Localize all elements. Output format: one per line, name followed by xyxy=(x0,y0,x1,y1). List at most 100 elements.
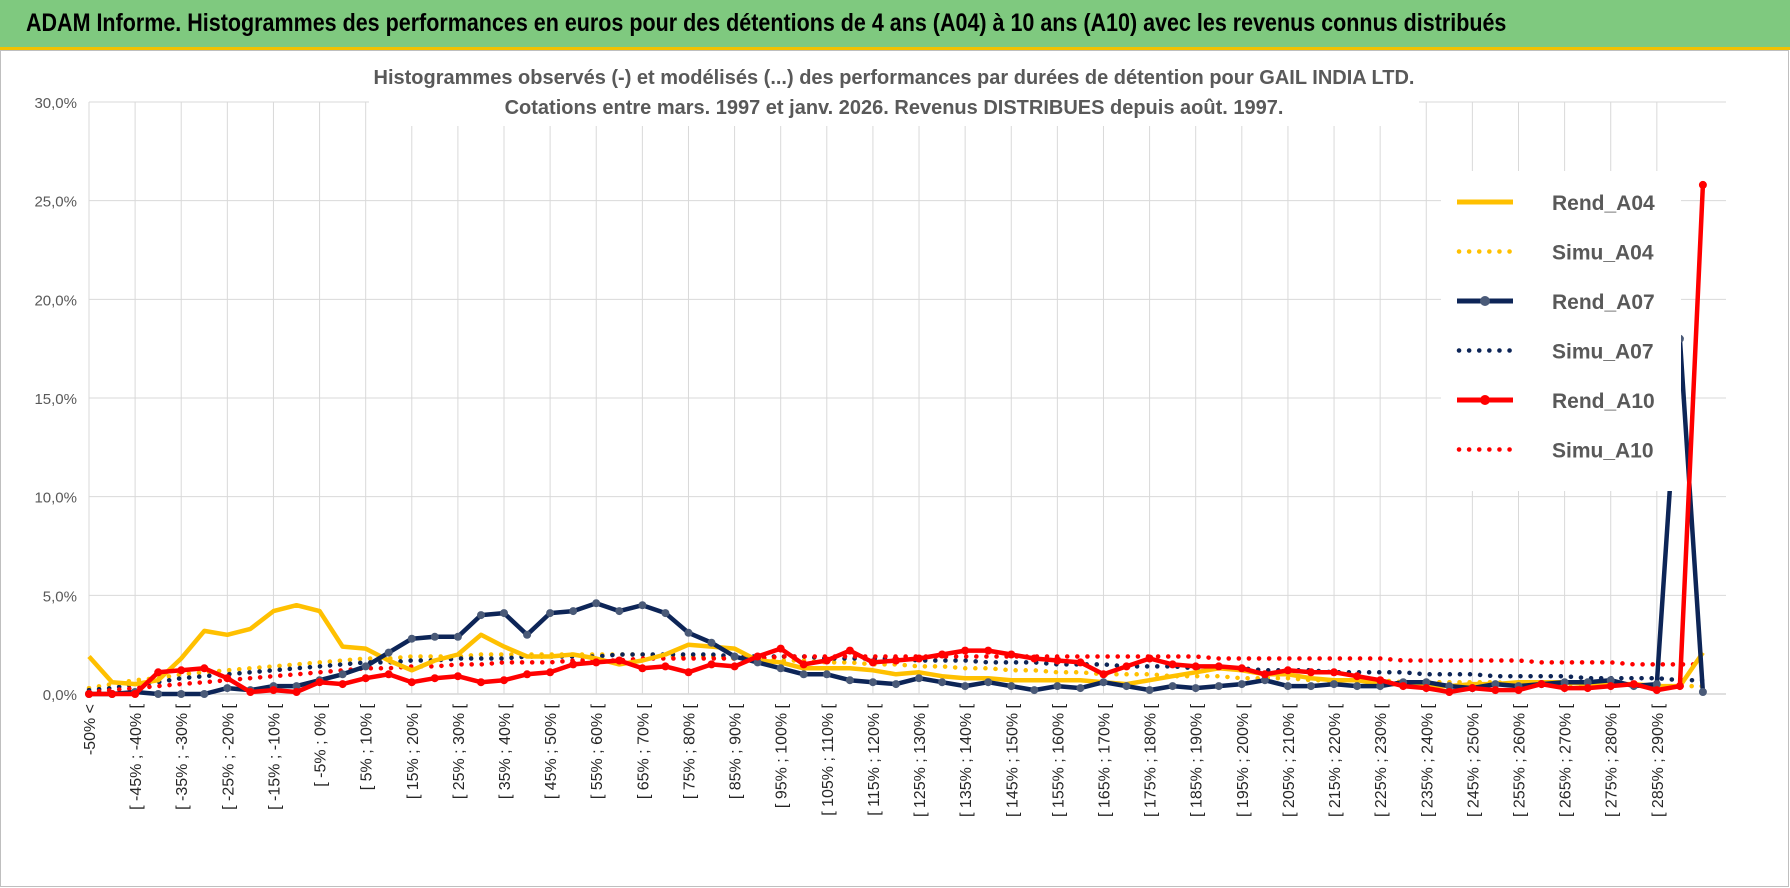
data-point xyxy=(154,690,163,698)
x-tick-label: [ 225% ; 230% [ xyxy=(1373,703,1390,817)
data-point xyxy=(177,690,186,698)
data-point xyxy=(569,607,578,616)
series-Rend_A07 xyxy=(85,334,1707,698)
x-tick-label: [ 275% ; 280% [ xyxy=(1604,703,1621,817)
data-point xyxy=(1376,676,1385,685)
data-point xyxy=(638,601,647,610)
data-point xyxy=(1168,682,1177,691)
data-point xyxy=(1237,664,1246,673)
data-point xyxy=(1260,676,1269,685)
data-point xyxy=(1191,662,1200,671)
data-point xyxy=(915,654,923,663)
series-Rend_A10 xyxy=(85,180,1707,698)
legend-label: Simu_A10 xyxy=(1552,440,1654,463)
data-point xyxy=(430,632,439,641)
data-point xyxy=(799,670,808,679)
legend-label: Rend_A07 xyxy=(1552,291,1655,314)
legend-item: Rend_A07 xyxy=(1457,291,1655,314)
data-point xyxy=(546,668,555,677)
data-point xyxy=(1583,678,1592,687)
x-tick-label: [ 125% ; 130% [ xyxy=(912,703,929,817)
x-tick-label: [ 55% ; 60% [ xyxy=(589,703,606,799)
legend-label: Simu_A07 xyxy=(1552,341,1654,364)
data-point xyxy=(523,630,532,639)
data-point xyxy=(1583,684,1592,693)
data-point xyxy=(845,646,854,655)
data-point xyxy=(1330,668,1338,677)
data-point xyxy=(1076,658,1085,667)
data-point xyxy=(500,609,508,618)
data-point xyxy=(1491,686,1500,695)
x-tick-label: [ 195% ; 200% [ xyxy=(1235,703,1252,817)
chart-title-background xyxy=(369,59,1419,126)
data-point xyxy=(1145,686,1154,695)
x-tick-label: [ 215% ; 220% [ xyxy=(1327,703,1344,817)
data-point xyxy=(500,676,508,685)
data-point xyxy=(915,674,923,683)
x-tick-label: [ 205% ; 210% [ xyxy=(1281,703,1298,817)
x-axis: -50% < [ -45% ; -40% [[ -35% ; -30% [[ -2… xyxy=(82,703,1667,817)
data-point xyxy=(938,650,947,659)
data-point xyxy=(661,609,670,618)
data-point xyxy=(1214,662,1223,671)
data-point xyxy=(453,672,462,681)
chart-frame: Histogrammes observés (-) et modélisés (… xyxy=(0,50,1789,887)
data-point xyxy=(1260,670,1269,679)
x-tick-label: [ 145% ; 150% [ xyxy=(1004,703,1021,817)
line-chart: Histogrammes observés (-) et modélisés (… xyxy=(34,59,1726,817)
data-point xyxy=(1030,686,1039,695)
x-tick-label: [ 45% ; 50% [ xyxy=(543,703,560,799)
data-point xyxy=(707,660,716,669)
y-tick-label: 30,0% xyxy=(34,95,77,112)
x-tick-label: [ -35% ; -30% [ xyxy=(174,703,191,809)
data-point xyxy=(1698,180,1707,189)
data-point xyxy=(592,658,601,667)
chart-title: Histogrammes observés (-) et modélisés (… xyxy=(374,67,1415,89)
x-tick-label: [ 5% ; 10% [ xyxy=(359,703,376,790)
data-point xyxy=(1053,656,1062,665)
legend-label: Rend_A10 xyxy=(1552,390,1655,413)
data-point xyxy=(684,668,693,677)
data-point xyxy=(315,678,324,687)
data-point xyxy=(200,690,209,698)
x-tick-label: [ 245% ; 250% [ xyxy=(1465,703,1482,817)
data-point xyxy=(223,674,232,683)
data-point xyxy=(1422,684,1431,693)
data-point xyxy=(1007,650,1016,659)
data-point xyxy=(384,648,393,657)
data-point xyxy=(892,680,900,689)
x-tick-label: [ 25% ; 30% [ xyxy=(451,703,468,799)
legend-marker xyxy=(1480,296,1490,306)
data-point xyxy=(1053,682,1062,691)
legend-background xyxy=(1441,171,1681,491)
x-tick-label: [ 15% ; 20% [ xyxy=(405,703,422,799)
data-point xyxy=(1560,684,1569,693)
x-tick-label: [ 135% ; 140% [ xyxy=(958,703,975,817)
title-banner: ADAM Informe. Histogrammes des performan… xyxy=(0,0,1790,50)
data-point xyxy=(1076,684,1085,693)
data-point xyxy=(868,658,877,667)
data-point xyxy=(615,656,624,665)
gridlines xyxy=(88,101,1726,695)
data-point xyxy=(1399,682,1408,691)
data-point xyxy=(246,688,255,696)
data-point xyxy=(523,670,532,679)
data-point xyxy=(85,690,93,698)
chart-subtitle: Cotations entre mars. 1997 et janv. 2026… xyxy=(505,97,1284,119)
data-point xyxy=(1307,668,1315,677)
data-point xyxy=(1606,676,1615,685)
x-tick-label: -50% < xyxy=(82,704,99,755)
data-point xyxy=(546,609,555,618)
data-point xyxy=(223,684,232,693)
data-point xyxy=(1698,688,1707,696)
x-tick-label: [ 105% ; 110% [ xyxy=(820,703,837,815)
data-point xyxy=(1099,670,1108,679)
data-point xyxy=(1675,682,1684,691)
data-point xyxy=(822,670,831,679)
data-point xyxy=(661,662,670,671)
x-tick-label: [ 95% ; 100% [ xyxy=(774,703,791,808)
data-point xyxy=(1030,654,1039,663)
data-point xyxy=(1422,678,1431,687)
data-point xyxy=(961,646,970,655)
x-tick-label: [ 35% ; 40% [ xyxy=(497,703,514,799)
